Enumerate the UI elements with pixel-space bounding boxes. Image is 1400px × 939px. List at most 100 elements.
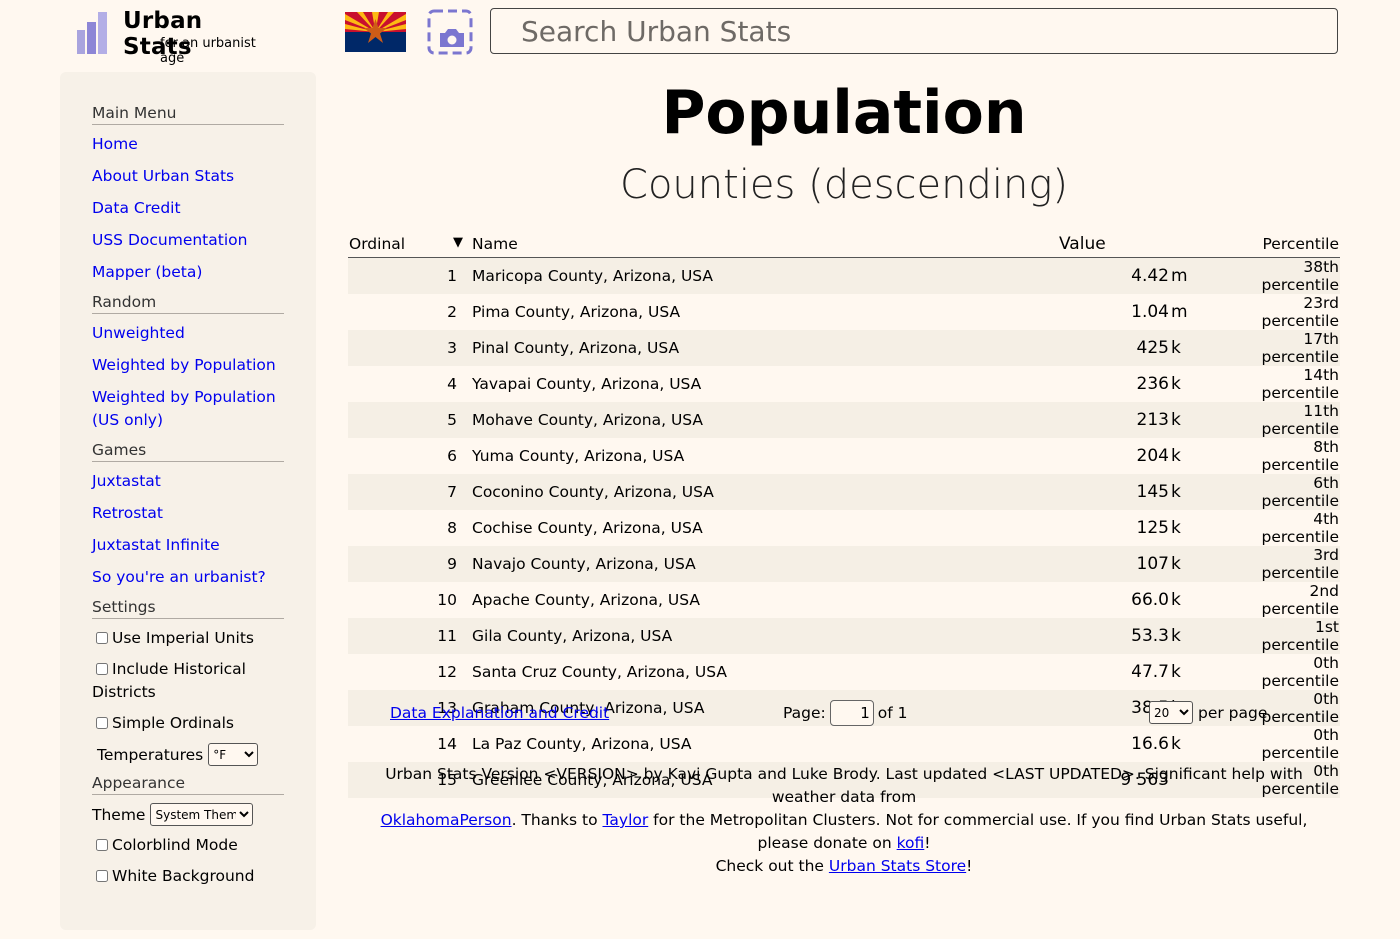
row-value: 53.3	[1058, 618, 1170, 654]
theme-setting: Theme System Theme	[92, 803, 284, 826]
row-value: 66.0	[1131, 590, 1169, 610]
page-title: Population	[661, 78, 1027, 148]
sidebar-link-weighted-pop[interactable]: Weighted by Population	[92, 356, 276, 374]
sort-descending-icon[interactable]: ▼	[453, 235, 463, 250]
row-value: 204	[1136, 446, 1169, 466]
row-name-link[interactable]: Yuma County, Arizona, USA	[472, 447, 685, 465]
search-input[interactable]	[490, 8, 1338, 54]
row-name-link[interactable]: Pima County, Arizona, USA	[472, 303, 681, 321]
sidebar-link-urbanist-quiz[interactable]: So you're an urbanist?	[92, 568, 266, 586]
row-name-link[interactable]: Graham County, Arizona, USA	[471, 690, 1058, 726]
imperial-units-checkbox[interactable]	[96, 632, 108, 644]
logo[interactable]: Urban Stats for an urbanist age	[76, 8, 276, 66]
row-unit: k	[1171, 518, 1181, 538]
sidebar-link-mapper[interactable]: Mapper (beta)	[92, 263, 203, 281]
row-unit: k	[1171, 662, 1181, 682]
row-percentile: 3rd percentile	[1232, 546, 1340, 582]
row-percentile: 0th percentile	[1261, 654, 1339, 690]
table-row: 11 Gila County, Arizona, USA 53.3 k 1st perc…	[348, 618, 1340, 654]
row-unit: k	[1171, 374, 1181, 394]
row-ordinal: 5	[348, 402, 471, 438]
row-name-link[interactable]: La Paz County, Arizona, USA	[472, 735, 692, 753]
per-page-select[interactable]: 20	[1149, 701, 1193, 724]
row-percentile: 2nd percentile	[1261, 582, 1339, 618]
table-row: 15 Greenlee County, Arizona, USA 9 563 0th …	[348, 762, 1340, 798]
sidebar-link-unweighted[interactable]: Unweighted	[92, 324, 185, 342]
kofi-link[interactable]: kofi	[896, 834, 925, 852]
row-percentile: 0th percentile	[1232, 690, 1340, 726]
row-percentile: 0th percentile	[1232, 762, 1340, 798]
row-name-link[interactable]: Pinal County, Arizona, USA	[471, 330, 1058, 366]
footer-thanks-text: . Thanks to	[511, 811, 603, 829]
historical-districts-checkbox[interactable]	[96, 663, 108, 675]
row-percentile: 6th percentile	[1232, 474, 1340, 510]
ordinal-column-header[interactable]: Ordinal ▼	[348, 232, 471, 258]
row-value: 145	[1058, 474, 1170, 510]
row-value: 213	[1058, 402, 1170, 438]
row-unit: k	[1171, 590, 1181, 610]
table-row: 4 Yavapai County, Arizona, USA 236 k 14th pe…	[348, 366, 1340, 402]
sidebar-link-home[interactable]: Home	[92, 135, 138, 153]
random-heading: Random	[92, 293, 284, 314]
row-value: 125	[1136, 518, 1169, 538]
sidebar-link-about[interactable]: About Urban Stats	[92, 167, 235, 185]
sidebar-link-uss-docs[interactable]: USS Documentation	[92, 231, 248, 249]
arizona-flag-icon[interactable]	[345, 12, 406, 52]
table-row: 6 Yuma County, Arizona, USA 204 k 8th percen…	[348, 438, 1340, 474]
row-ordinal: 6	[447, 447, 457, 465]
table-row: 1 Maricopa County, Arizona, USA 4.42 m 38th …	[348, 257, 1340, 294]
row-unit: k	[1170, 546, 1232, 582]
theme-select[interactable]: System Theme	[150, 803, 254, 826]
sidebar-link-juxtastat-infinite[interactable]: Juxtastat Infinite	[92, 536, 220, 554]
sidebar-link-retrostat[interactable]: Retrostat	[92, 504, 163, 522]
oklahomaperson-link[interactable]: OklahomaPerson	[380, 811, 512, 829]
footer-credits-text: Urban Stats Version <VERSION> by Kavi Gu…	[385, 765, 1303, 806]
row-unit: k	[1170, 474, 1232, 510]
sidebar-link-data-credit[interactable]: Data Credit	[92, 199, 181, 217]
row-name-link[interactable]: Apache County, Arizona, USA	[472, 591, 700, 609]
row-value: 4.42	[1058, 257, 1170, 294]
simple-ordinals-label: Simple Ordinals	[112, 714, 235, 732]
simple-ordinals-setting: Simple Ordinals	[92, 712, 284, 735]
simple-ordinals-checkbox[interactable]	[96, 717, 108, 729]
row-name-link[interactable]: Greenlee County, Arizona, USA	[471, 762, 1058, 798]
temperatures-label: Temperatures	[97, 745, 204, 764]
colorblind-checkbox[interactable]	[96, 839, 108, 851]
row-percentile: 17th percentile	[1232, 330, 1340, 366]
imperial-units-label: Use Imperial Units	[112, 629, 254, 647]
page-number-input[interactable]	[829, 700, 874, 726]
row-name-link[interactable]: Navajo County, Arizona, USA	[471, 546, 1058, 582]
row-name-link[interactable]: Mohave County, Arizona, USA	[471, 402, 1058, 438]
row-unit: k	[1170, 402, 1232, 438]
row-ordinal: 15	[348, 762, 471, 798]
row-name-link[interactable]: Yavapai County, Arizona, USA	[472, 375, 702, 393]
data-explanation-link[interactable]: Data Explanation and Credit	[390, 704, 610, 722]
store-link[interactable]: Urban Stats Store	[828, 857, 967, 875]
logo-buildings-icon	[77, 12, 107, 54]
sidebar-link-weighted-pop-us[interactable]: Weighted by Population (US only)	[92, 388, 276, 429]
sidebar-link-juxtastat[interactable]: Juxtastat	[92, 472, 161, 490]
ordinal-header-label: Ordinal	[349, 235, 406, 253]
main-menu-heading: Main Menu	[92, 104, 284, 125]
row-name-link[interactable]: Gila County, Arizona, USA	[471, 618, 1058, 654]
table-row: 9 Navajo County, Arizona, USA 107 k 3rd perc…	[348, 546, 1340, 582]
white-background-label: White Background	[112, 867, 255, 885]
row-name-link[interactable]: Coconino County, Arizona, USA	[471, 474, 1058, 510]
white-background-checkbox[interactable]	[96, 870, 108, 882]
temperature-select[interactable]: °F	[208, 743, 259, 766]
row-ordinal: 13	[348, 690, 471, 726]
table-row: 12 Santa Cruz County, Arizona, USA 47.7 k 0t…	[348, 654, 1340, 690]
row-percentile: 14th percentile	[1261, 366, 1339, 402]
per-page-label: per page	[1198, 703, 1268, 722]
screenshot-camera-icon[interactable]	[427, 9, 473, 55]
footer-checkout-text: Check out the	[715, 857, 829, 875]
row-name-link[interactable]: Santa Cruz County, Arizona, USA	[472, 663, 727, 681]
row-name-link[interactable]: Cochise County, Arizona, USA	[472, 519, 703, 537]
historical-districts-label: Include Historical Districts	[92, 660, 246, 701]
footer: Urban Stats Version <VERSION> by Kavi Gu…	[360, 763, 1328, 878]
table-row: 3 Pinal County, Arizona, USA 425 k 17th perc…	[348, 330, 1340, 366]
taylor-link[interactable]: Taylor	[602, 811, 649, 829]
row-name-link[interactable]: Maricopa County, Arizona, USA	[471, 257, 1058, 294]
table-row: 2 Pima County, Arizona, USA 1.04 m 23rd perc…	[348, 294, 1340, 330]
